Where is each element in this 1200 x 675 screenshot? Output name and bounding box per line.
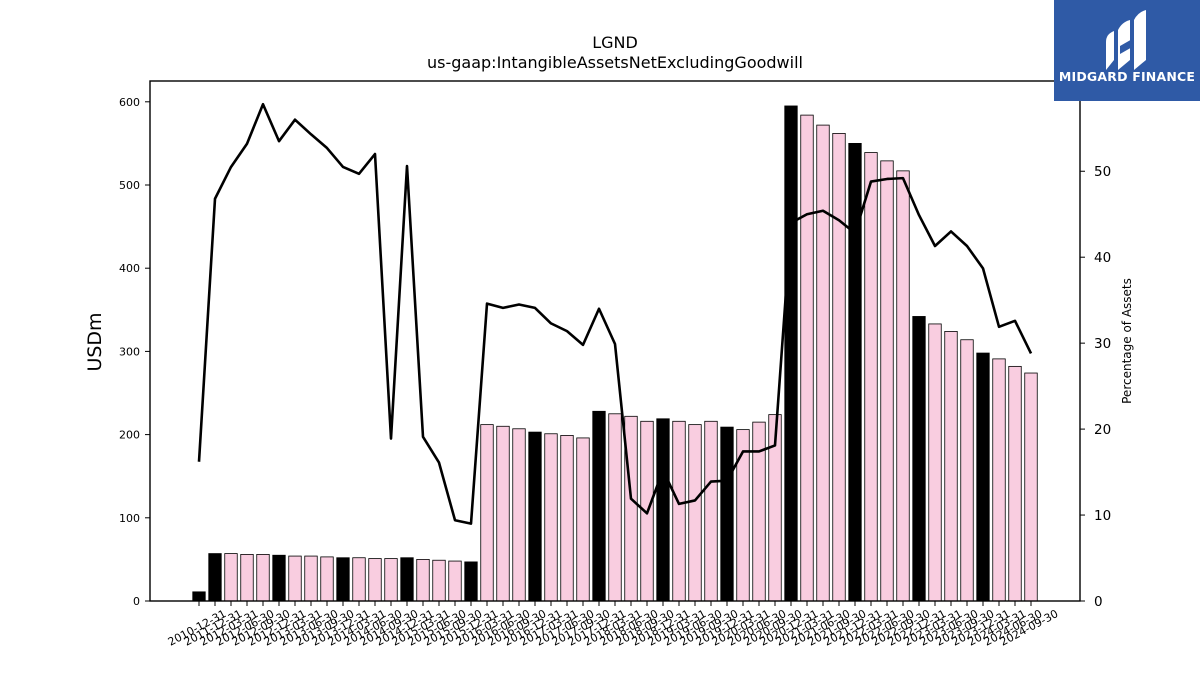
bar	[480, 424, 494, 602]
bar	[544, 433, 558, 602]
percentage-line-series	[197, 102, 1033, 525]
bar	[496, 425, 510, 602]
bar	[720, 426, 734, 602]
bar	[576, 437, 590, 602]
bar	[880, 160, 894, 602]
y-tick-label: 500	[119, 179, 140, 192]
y-tick-label: 200	[119, 429, 140, 442]
bar-series	[192, 105, 1038, 602]
bar	[272, 554, 286, 602]
bar	[656, 418, 670, 602]
y-tick-label: 300	[119, 345, 140, 358]
bar	[352, 557, 366, 602]
y2-tick-label: 20	[1094, 422, 1111, 438]
y-tick-label: 100	[119, 512, 140, 525]
bar	[240, 554, 254, 602]
y2-tick-label: 0	[1094, 594, 1103, 610]
logo-text: MIDGARD FINANCE	[1058, 69, 1196, 84]
bar	[736, 429, 750, 602]
bar	[512, 428, 526, 602]
bar	[800, 114, 814, 602]
bar	[528, 431, 542, 602]
bar	[464, 561, 478, 602]
bar	[848, 142, 862, 602]
chart-titles: LGND us-gaap:IntangibleAssetsNetExcludin…	[84, 33, 1134, 404]
y2-tick-label: 40	[1094, 250, 1111, 266]
bar	[864, 152, 878, 602]
y-tick-label: 600	[119, 96, 140, 109]
bar	[592, 410, 606, 602]
bar	[560, 435, 574, 602]
midgard-finance-logo: MIDGARD FINANCE	[1054, 0, 1200, 101]
bar	[256, 554, 270, 602]
bar	[368, 558, 382, 602]
bar	[304, 555, 318, 602]
y-tick-label: 400	[119, 262, 140, 275]
bar	[912, 316, 926, 602]
bar	[832, 133, 846, 602]
axes: 0100200300400500600010203040502010-12-31…	[119, 80, 1111, 649]
bar	[384, 558, 398, 602]
bar	[400, 557, 414, 602]
bar	[336, 557, 350, 602]
bar	[224, 553, 238, 602]
bar	[672, 420, 686, 602]
bar	[784, 105, 798, 602]
chart-subtitle: us-gaap:IntangibleAssetsNetExcludingGood…	[427, 53, 803, 72]
bar	[416, 559, 430, 602]
bar	[928, 323, 942, 602]
bar	[688, 424, 702, 602]
bar	[288, 555, 302, 602]
bar	[448, 560, 462, 602]
y2-tick-label: 50	[1094, 164, 1111, 180]
bar	[1008, 365, 1022, 602]
bar	[192, 591, 206, 602]
bar	[320, 556, 334, 602]
bar	[704, 420, 718, 602]
midgard-logo-icon	[1106, 10, 1146, 70]
y2-tick-label: 30	[1094, 336, 1111, 352]
bar	[608, 413, 622, 602]
bar	[976, 352, 990, 602]
bar	[208, 553, 222, 602]
bar	[992, 358, 1006, 602]
bar	[1024, 372, 1038, 602]
percentage-line	[197, 102, 1033, 525]
chart-title: LGND	[592, 33, 638, 52]
y2-tick-label: 10	[1094, 508, 1111, 524]
y-tick-label: 0	[133, 595, 140, 608]
y-axis-label: USDm	[84, 312, 106, 371]
bar	[896, 170, 910, 602]
y2-axis-label: Percentage of Assets	[1120, 278, 1134, 404]
bar	[432, 559, 446, 602]
bar	[816, 124, 830, 602]
bar	[944, 331, 958, 602]
bar	[960, 339, 974, 602]
